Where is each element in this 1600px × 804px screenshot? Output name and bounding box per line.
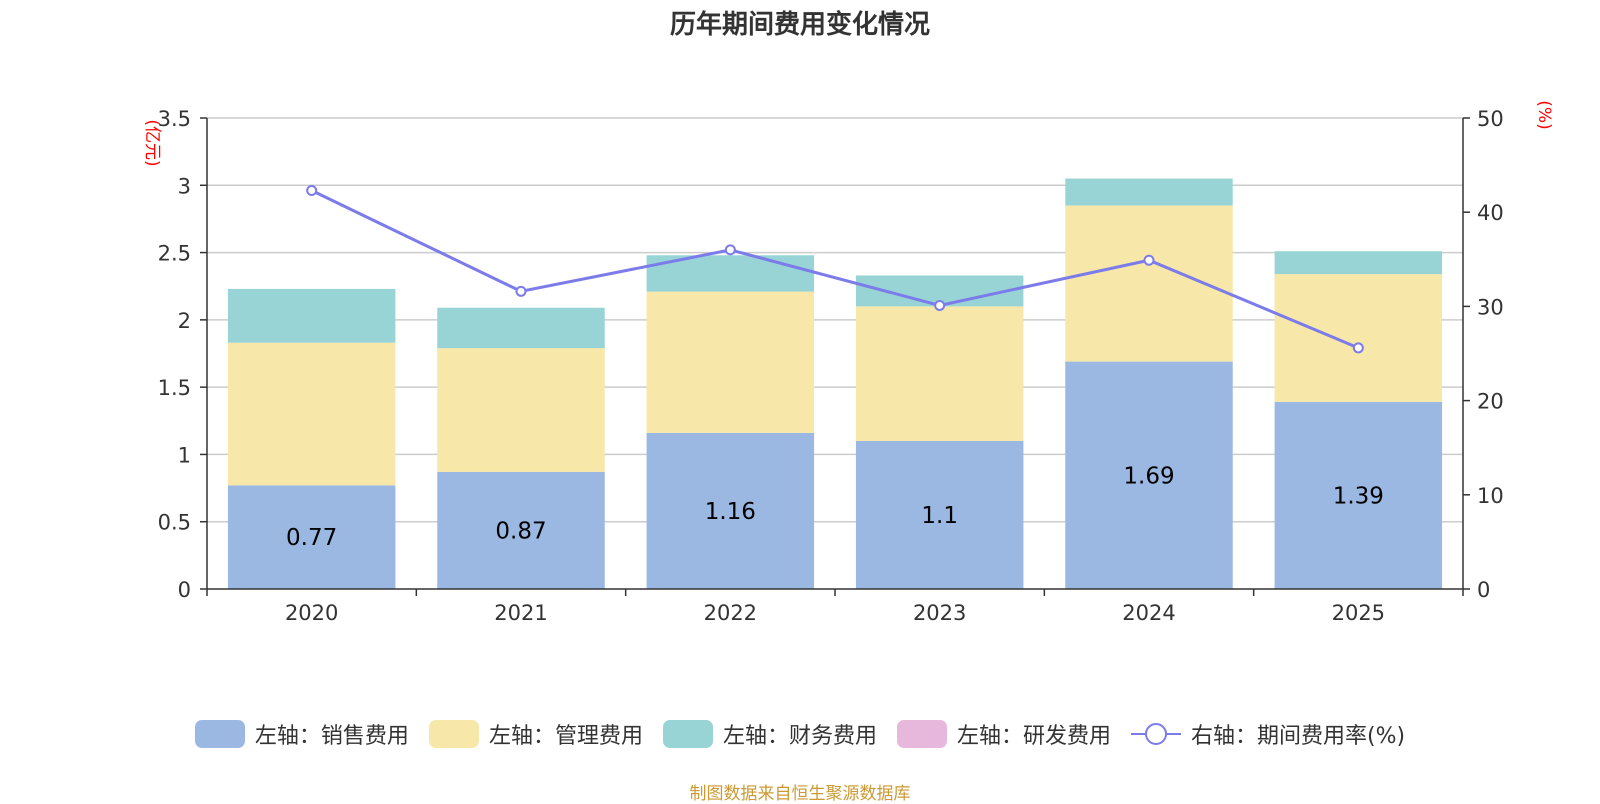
right-axis-tick-label: 20	[1477, 390, 1504, 414]
bar-data-label: 1.16	[705, 499, 756, 525]
bar-segment	[1065, 178, 1233, 206]
bar-segment	[855, 440, 1024, 589]
legend-swatch-finance	[662, 720, 713, 748]
legend-item-rnd[interactable]: 左轴：研发费用	[896, 718, 1111, 750]
rate-point	[515, 285, 527, 297]
bar-segment	[646, 432, 815, 589]
legend-swatch-rnd	[896, 720, 947, 748]
left-axis-tick-label: 0.5	[158, 511, 191, 535]
bar-segment	[227, 288, 396, 343]
legend-label-finance: 左轴：财务费用	[722, 724, 877, 749]
rate-line-path	[311, 189, 1359, 350]
left-axis-tick-label: 3.5	[158, 107, 191, 131]
bar-data-label: 1.39	[1333, 483, 1384, 509]
x-axis-tick-label: 2020	[285, 601, 338, 625]
legend-label-rnd: 左轴：研发费用	[956, 724, 1111, 749]
rate-line	[306, 185, 1364, 354]
bar-data-label: 0.87	[495, 518, 546, 544]
bar-segment	[855, 306, 1024, 441]
bar-segment	[437, 471, 605, 589]
legend-label-sales: 左轴：销售费用	[254, 724, 409, 749]
rate-point	[1352, 342, 1364, 354]
chart-plot: 0.77 0.87 1.16 1.1 1.69 1.39 0 0.5 1 1.5 2 2.5 3 3.5…	[142, 100, 1554, 625]
bar-segment	[1274, 251, 1443, 275]
bar-segment	[1274, 401, 1443, 589]
right-axis-tick-label: 40	[1477, 201, 1504, 225]
gridlines	[207, 117, 1463, 523]
left-axis-tick-label: 3	[178, 174, 191, 198]
bar-labels: 0.77 0.87 1.16 1.1 1.69 1.39	[286, 463, 1384, 551]
left-axis-tick-label: 2	[178, 309, 191, 333]
legend: 左轴：销售费用 左轴：管理费用 左轴：财务费用 左轴：研发费用 右轴：期间费用率…	[0, 718, 1600, 750]
legend-swatch-admin	[428, 720, 479, 748]
x-axis-tick-label: 2023	[913, 601, 966, 625]
right-axis-tick-label: 50	[1477, 107, 1504, 131]
bar-segment	[1274, 274, 1443, 402]
rate-point	[1143, 254, 1155, 266]
bar-segment	[437, 307, 605, 349]
left-axis-tick-label: 2.5	[158, 242, 191, 266]
right-axis-tick-label: 30	[1477, 295, 1504, 319]
bar-segment	[437, 348, 605, 472]
x-axis-tick-label: 2025	[1332, 601, 1385, 625]
legend-swatch-rate	[1130, 723, 1181, 745]
left-axis-tick-label: 1.5	[158, 376, 191, 400]
source-note: 制图数据来自恒生聚源数据库	[689, 784, 911, 804]
rate-point	[306, 185, 318, 197]
bar-segment	[227, 342, 396, 486]
bar-segment	[1065, 361, 1233, 589]
legend-item-finance[interactable]: 左轴：财务费用	[662, 718, 877, 750]
rate-point	[724, 244, 736, 256]
rate-point	[934, 299, 946, 311]
left-axis-tick-label: 1	[178, 443, 191, 467]
bar-data-label: 0.77	[286, 525, 337, 551]
left-axis-tick-label: 0	[178, 578, 191, 602]
bar-data-label: 1.69	[1123, 463, 1174, 489]
bar-data-label: 1.1	[921, 503, 958, 529]
left-axis-unit-label: (亿元)	[142, 119, 162, 166]
x-axis-tick-label: 2021	[494, 601, 547, 625]
bar-segment	[646, 291, 815, 433]
legend-label-admin: 左轴：管理费用	[488, 724, 643, 749]
x-axis-tick-label: 2024	[1122, 601, 1175, 625]
legend-swatch-sales	[194, 720, 245, 748]
right-axis-unit-label: (%)	[1534, 100, 1554, 129]
legend-item-rate[interactable]: 右轴：期间费用率(%)	[1130, 718, 1406, 750]
legend-label-rate: 右轴：期间费用率(%)	[1190, 724, 1406, 749]
legend-item-admin[interactable]: 左轴：管理费用	[428, 718, 643, 750]
right-axis-tick-label: 0	[1477, 578, 1490, 602]
x-axis-tick-label: 2022	[704, 601, 757, 625]
right-axis-tick-label: 10	[1477, 484, 1504, 508]
chart-title: 历年期间费用变化情况	[669, 10, 930, 40]
bar-segment	[227, 485, 396, 589]
bars	[227, 178, 1443, 589]
legend-item-sales[interactable]: 左轴：销售费用	[194, 718, 409, 750]
axes: 0 0.5 1 1.5 2 2.5 3 3.5 0 10 20 30 40 50 (亿元) (%) 2020 20…	[142, 100, 1554, 625]
